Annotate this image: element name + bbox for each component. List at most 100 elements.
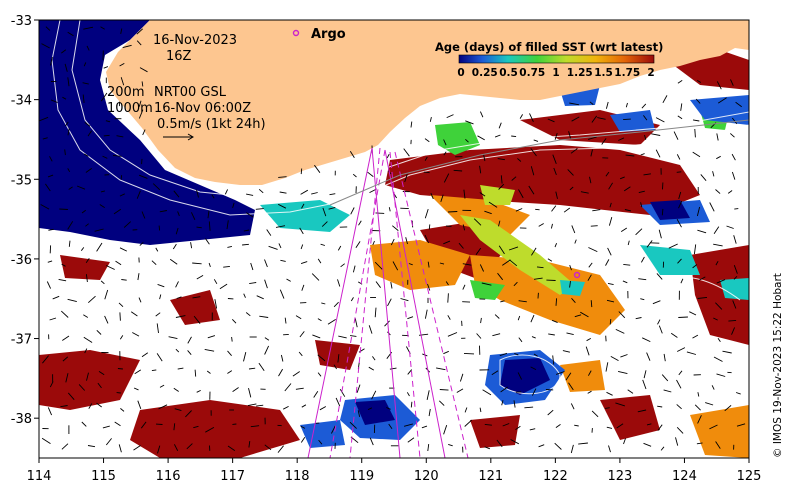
velocity-arrow — [680, 278, 684, 284]
velocity-arrow — [547, 118, 555, 123]
velocity-arrow — [479, 264, 485, 272]
velocity-arrow — [677, 80, 683, 84]
velocity-arrow — [173, 190, 180, 198]
velocity-arrow — [227, 245, 232, 248]
velocity-arrow — [299, 331, 305, 338]
velocity-arrow — [231, 336, 233, 342]
velocity-arrow — [655, 149, 661, 158]
velocity-arrow — [715, 302, 723, 310]
velocity-arrow — [320, 243, 326, 246]
navy-region — [39, 20, 255, 245]
velocity-arrow — [138, 174, 148, 179]
velocity-arrow — [694, 404, 701, 411]
velocity-arrow — [100, 190, 106, 193]
colorbar-tick-label: 0 — [457, 67, 464, 79]
velocity-arrow — [509, 259, 518, 267]
velocity-arrow — [590, 149, 593, 157]
velocity-arrow — [513, 281, 518, 287]
velocity-arrow — [400, 298, 409, 302]
velocity-arrow — [533, 277, 543, 280]
velocity-arrow — [49, 156, 53, 162]
velocity-arrow — [390, 282, 393, 289]
velocity-arrow — [676, 171, 682, 173]
velocity-arrow — [618, 137, 625, 141]
velocity-arrow — [196, 189, 199, 198]
velocity-arrow — [640, 298, 645, 301]
colorbar-tick-label: 0.5 — [499, 67, 518, 79]
velocity-arrow — [580, 191, 589, 194]
velocity-arrow — [733, 275, 738, 280]
velocity-arrow — [479, 407, 482, 413]
velocity-arrow — [120, 175, 123, 180]
velocity-arrow — [635, 317, 642, 320]
velocity-arrow — [446, 114, 454, 119]
velocity-arrow — [375, 212, 385, 214]
x-tick-label: 114 — [27, 469, 52, 484]
sst-age-field — [39, 20, 749, 458]
velocity-arrow — [518, 300, 527, 303]
velocity-arrow — [606, 391, 613, 396]
velocity-arrow — [716, 81, 722, 90]
velocity-arrow — [709, 202, 715, 212]
velocity-arrow — [86, 372, 89, 381]
velocity-arrow — [555, 371, 565, 375]
velocity-arrow — [232, 387, 239, 392]
argo-float-marker — [573, 271, 581, 279]
velocity-arrow — [264, 345, 270, 355]
velocity-arrow — [292, 371, 300, 377]
velocity-arrow — [519, 114, 523, 119]
velocity-arrow — [177, 367, 184, 370]
velocity-arrow — [735, 101, 742, 108]
velocity-arrow — [623, 118, 631, 121]
velocity-arrow — [427, 283, 431, 291]
velocity-arrow — [350, 207, 355, 215]
velocity-arrow — [317, 354, 326, 362]
velocity-arrow — [642, 379, 647, 390]
velocity-arrow — [172, 243, 177, 250]
velocity-arrow — [264, 279, 268, 289]
velocity-arrow — [151, 260, 157, 266]
velocity-arrow — [607, 247, 612, 256]
velocity-arrow — [141, 81, 144, 87]
velocity-arrow — [60, 405, 68, 408]
velocity-arrow — [41, 43, 50, 49]
velocity-arrow — [492, 333, 501, 337]
velocity-arrow — [205, 427, 215, 433]
velocity-arrow — [731, 117, 738, 125]
velocity-arrow — [123, 221, 132, 228]
velocity-arrow — [661, 208, 664, 216]
velocity-arrow — [105, 438, 112, 446]
velocity-arrow — [68, 186, 73, 190]
velocity-arrow — [133, 387, 139, 391]
velocity-arrow — [196, 226, 202, 229]
velocity-arrow — [658, 229, 662, 239]
velocity-arrow — [174, 408, 182, 412]
velocity-arrow — [82, 82, 89, 85]
velocity-arrow — [403, 423, 414, 427]
velocity-arrow — [514, 352, 519, 356]
velocity-arrow — [552, 154, 557, 164]
velocity-arrow — [695, 98, 701, 104]
velocity-arrow — [140, 421, 147, 429]
velocity-arrow — [141, 211, 146, 219]
velocity-arrow — [550, 223, 553, 229]
velocity-arrow — [208, 262, 211, 268]
velocity-arrow — [155, 247, 159, 252]
velocity-arrow — [530, 148, 537, 157]
velocity-arrow — [62, 335, 70, 341]
velocity-arrow — [49, 317, 57, 321]
velocity-arrow — [462, 284, 466, 290]
velocity-arrow — [83, 314, 89, 318]
velocity-arrow — [337, 245, 342, 251]
velocity-arrow — [591, 115, 598, 123]
velocity-arrow — [538, 444, 545, 448]
velocity-arrow — [410, 401, 413, 408]
velocity-arrow — [67, 77, 70, 87]
colorbar-tick-label: 2 — [647, 67, 654, 79]
velocity-arrow — [676, 379, 682, 389]
vector-scale-arrow — [163, 133, 194, 141]
velocity-arrow — [67, 298, 77, 303]
velocity-arrow — [311, 192, 318, 195]
velocity-arrow — [62, 356, 69, 362]
velocity-arrow — [498, 220, 501, 227]
